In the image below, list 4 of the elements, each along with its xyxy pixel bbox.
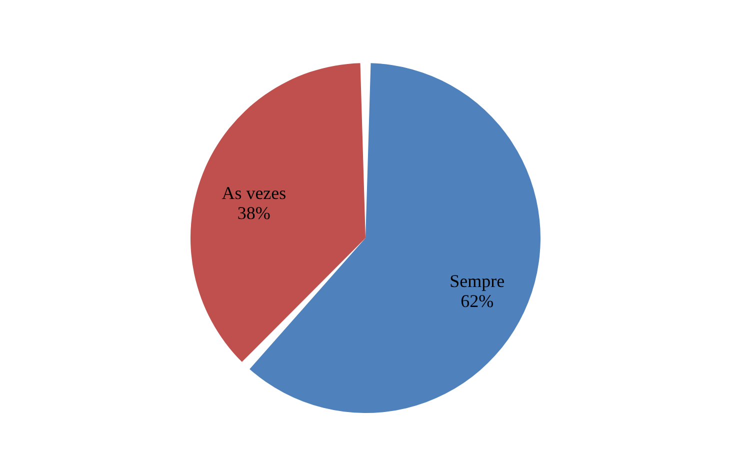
- data-label: 62%: [460, 291, 494, 312]
- slice-label: Sempre: [450, 271, 505, 292]
- slice-label: As vezes: [222, 182, 286, 203]
- data-label: 38%: [237, 202, 270, 223]
